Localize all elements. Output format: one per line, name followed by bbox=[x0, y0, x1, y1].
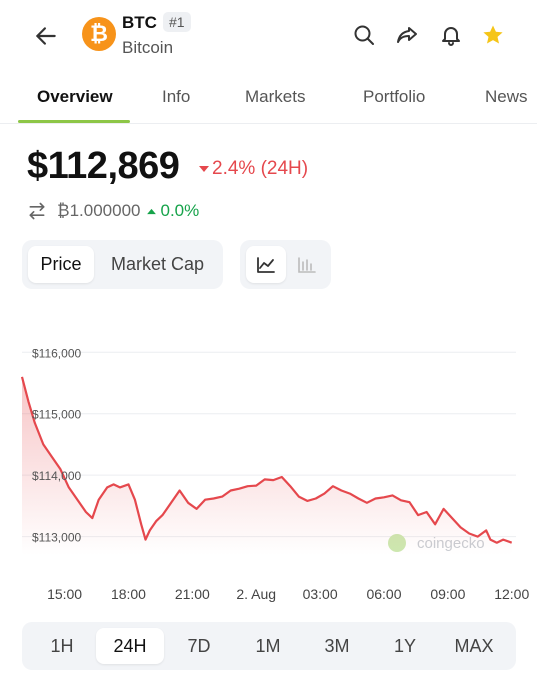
y-tick-label: $113,000 bbox=[32, 531, 81, 545]
tab-info[interactable]: Info bbox=[162, 87, 191, 106]
tab-overview[interactable]: Overview bbox=[37, 87, 113, 106]
x-tick-label: 12:00 bbox=[494, 586, 529, 602]
range-max-button[interactable]: MAX bbox=[454, 635, 494, 656]
price-line bbox=[20, 376, 513, 544]
x-tick-label: 18:00 bbox=[111, 586, 146, 602]
btc-conversion: ₿1.000000 0.0% bbox=[27, 201, 199, 221]
coin-logo-glyph: ₿ bbox=[90, 21, 108, 46]
line-chart-icon[interactable] bbox=[246, 246, 286, 283]
candlestick-icon[interactable] bbox=[288, 246, 326, 283]
coin-symbol: BTC bbox=[122, 13, 157, 32]
range-7d-button[interactable]: 7D bbox=[187, 635, 211, 656]
caret-down-icon bbox=[199, 165, 209, 172]
bitcoin-logo-icon: ₿ bbox=[82, 17, 116, 51]
market-cap-toggle-button[interactable]: Market Cap bbox=[110, 254, 205, 274]
btc-change: 0.0% bbox=[146, 201, 200, 221]
chart-type-toggle bbox=[240, 240, 331, 289]
y-tick-label: $114,000 bbox=[32, 469, 81, 483]
price-chart[interactable]: coingecko $116,000$115,000$114,000$113,0… bbox=[0, 340, 537, 610]
bell-icon[interactable] bbox=[437, 21, 465, 49]
price-change-24h: 2.4% (24H) bbox=[199, 158, 308, 180]
price-toggle-button[interactable]: Price bbox=[28, 246, 94, 283]
tab-portfolio[interactable]: Portfolio bbox=[363, 87, 426, 106]
price-change-text: 2.4% (24H) bbox=[212, 158, 309, 179]
active-tab-indicator bbox=[18, 120, 130, 123]
x-tick-label: 03:00 bbox=[303, 586, 338, 602]
coin-rank-badge: #1 bbox=[163, 12, 191, 32]
x-tick-label: 15:00 bbox=[47, 586, 82, 602]
range-1y-button[interactable]: 1Y bbox=[393, 635, 417, 656]
search-icon[interactable] bbox=[350, 21, 378, 49]
x-tick-label: 21:00 bbox=[175, 586, 210, 602]
range-1h-button[interactable]: 1H bbox=[50, 635, 74, 656]
btc-change-text: 0.0% bbox=[160, 201, 200, 220]
y-tick-label: $116,000 bbox=[32, 346, 81, 360]
tab-bar: Overview Info Markets Portfolio News bbox=[0, 72, 537, 124]
share-icon[interactable] bbox=[393, 21, 421, 49]
y-tick-label: $115,000 bbox=[32, 408, 81, 422]
price-area-fill bbox=[22, 376, 512, 555]
range-3m-button[interactable]: 3M bbox=[324, 635, 350, 656]
x-tick-label: 06:00 bbox=[366, 586, 401, 602]
range-1m-button[interactable]: 1M bbox=[255, 635, 281, 656]
x-tick-label: 09:00 bbox=[430, 586, 465, 602]
swap-icon bbox=[29, 202, 45, 220]
metric-toggle: Price Market Cap bbox=[22, 240, 223, 289]
price-value: $112,869 bbox=[27, 145, 180, 187]
range-24h-button[interactable]: 24H bbox=[96, 628, 164, 664]
arrow-left-icon[interactable] bbox=[30, 20, 62, 52]
caret-up-icon bbox=[146, 208, 156, 215]
star-icon[interactable] bbox=[479, 21, 507, 49]
x-tick-label: 2. Aug bbox=[236, 586, 276, 602]
coin-name: Bitcoin bbox=[122, 38, 174, 57]
btc-value: ₿1.000000 bbox=[57, 201, 141, 220]
tab-news[interactable]: News bbox=[485, 87, 528, 106]
coin-header: ₿ BTC #1 Bitcoin bbox=[0, 0, 537, 70]
tab-markets[interactable]: Markets bbox=[245, 87, 306, 106]
time-range-selector: 1H 24H 7D 1M 3M 1Y MAX bbox=[22, 622, 516, 670]
